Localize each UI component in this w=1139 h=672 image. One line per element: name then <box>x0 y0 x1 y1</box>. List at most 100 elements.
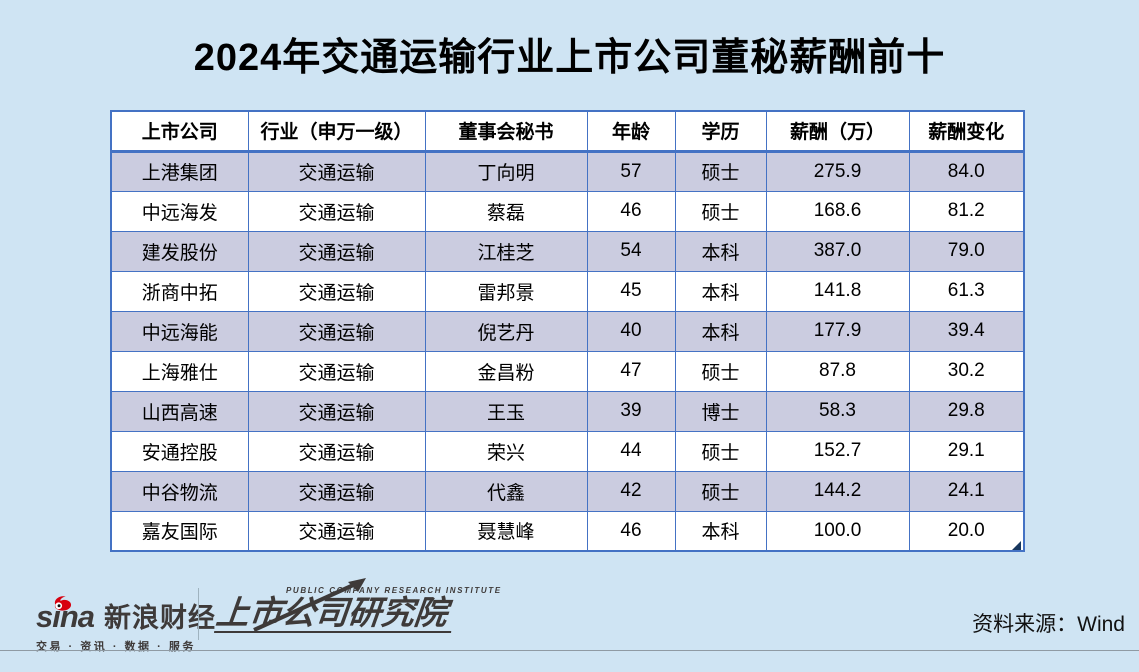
table-cell: 硕士 <box>674 190 767 232</box>
table-cell: 20.0 <box>908 510 1025 552</box>
sina-eye-icon <box>50 586 74 617</box>
table-cell: 46 <box>586 190 676 232</box>
table-cell: 141.8 <box>765 270 910 312</box>
table-row: 安通控股 交通运输 荣兴 44 硕士 152.7 29.1 <box>110 430 1025 472</box>
salary-table-container: 上市公司 行业（申万一级） 董事会秘书 年龄 学历 薪酬（万） 薪酬变化 上港集… <box>110 110 1025 552</box>
table-header-row: 上市公司 行业（申万一级） 董事会秘书 年龄 学历 薪酬（万） 薪酬变化 <box>110 110 1025 153</box>
table-row: 嘉友国际 交通运输 聂慧峰 46 本科 100.0 20.0 <box>110 510 1025 552</box>
table-cell: 42 <box>586 470 676 512</box>
table-cell: 山西高速 <box>110 390 249 432</box>
table-cell: 安通控股 <box>110 430 249 472</box>
footer-rule <box>0 650 1139 651</box>
salary-table: 上市公司 行业（申万一级） 董事会秘书 年龄 学历 薪酬（万） 薪酬变化 上港集… <box>110 110 1025 552</box>
table-cell: 81.2 <box>908 190 1025 232</box>
table-cell: 倪艺丹 <box>424 310 588 352</box>
table-cell: 47 <box>586 350 676 392</box>
table-cell: 46 <box>586 510 676 552</box>
table-cell: 100.0 <box>765 510 910 552</box>
header-industry: 行业（申万一级） <box>247 110 426 153</box>
table-cell: 39 <box>586 390 676 432</box>
table-cell: 浙商中拓 <box>110 270 249 312</box>
table-row: 上港集团 交通运输 丁向明 57 硕士 275.9 84.0 <box>110 150 1025 192</box>
header-salary: 薪酬（万） <box>765 110 910 153</box>
header-company: 上市公司 <box>110 110 249 153</box>
table-cell: 29.8 <box>908 390 1025 432</box>
table-cell: 本科 <box>674 310 767 352</box>
header-age: 年龄 <box>586 110 676 153</box>
table-cell: 王玉 <box>424 390 588 432</box>
table-cell: 上港集团 <box>110 150 249 192</box>
table-cell: 30.2 <box>908 350 1025 392</box>
table-row: 浙商中拓 交通运输 雷邦景 45 本科 141.8 61.3 <box>110 270 1025 312</box>
table-cell: 丁向明 <box>424 150 588 192</box>
header-education: 学历 <box>674 110 767 153</box>
institute-cn-label: 上市公司研究院 <box>213 594 456 634</box>
research-institute-logo: PUBLIC COMPANY RESEARCH INSTITUTE 上市公司研究… <box>213 578 502 634</box>
footer: sina 新浪财经 交易 · 资讯 · 数据 · 服务 PUBLIC COMPA… <box>0 578 1139 672</box>
table-cell: 387.0 <box>765 230 910 272</box>
table-cell: 152.7 <box>765 430 910 472</box>
table-cell: 交通运输 <box>247 350 426 392</box>
table-cell: 中谷物流 <box>110 470 249 512</box>
institute-en-label: PUBLIC COMPANY RESEARCH INSTITUTE <box>286 586 502 595</box>
sina-finance-logo: sina 新浪财经 交易 · 资讯 · 数据 · 服务 <box>36 592 216 654</box>
table-row: 上海雅仕 交通运输 金昌粉 47 硕士 87.8 30.2 <box>110 350 1025 392</box>
table-cell: 275.9 <box>765 150 910 192</box>
table-cell: 29.1 <box>908 430 1025 472</box>
page-title: 2024年交通运输行业上市公司董秘薪酬前十 <box>193 37 946 79</box>
table-row: 中谷物流 交通运输 代鑫 42 硕士 144.2 24.1 <box>110 470 1025 512</box>
sina-finance-cn-label: 新浪财经 <box>104 603 217 633</box>
footer-divider <box>198 588 199 640</box>
table-cell: 嘉友国际 <box>110 510 249 552</box>
selection-corner-marker <box>1012 541 1021 550</box>
table-cell: 168.6 <box>765 190 910 232</box>
table-cell: 58.3 <box>765 390 910 432</box>
table-cell: 本科 <box>674 230 767 272</box>
table-cell: 交通运输 <box>247 390 426 432</box>
table-row: 中远海能 交通运输 倪艺丹 40 本科 177.9 39.4 <box>110 310 1025 352</box>
table-cell: 本科 <box>674 270 767 312</box>
table-row: 中远海发 交通运输 蔡磊 46 硕士 168.6 81.2 <box>110 190 1025 232</box>
sina-wordmark: sina <box>36 592 95 632</box>
table-cell: 硕士 <box>674 430 767 472</box>
table-cell: 聂慧峰 <box>424 510 588 552</box>
table-cell: 硕士 <box>674 350 767 392</box>
table-cell: 交通运输 <box>247 430 426 472</box>
table-row: 建发股份 交通运输 江桂芝 54 本科 387.0 79.0 <box>110 230 1025 272</box>
table-cell: 40 <box>586 310 676 352</box>
table-cell: 本科 <box>674 510 767 552</box>
table-cell: 江桂芝 <box>424 230 588 272</box>
table-cell: 代鑫 <box>424 470 588 512</box>
table-cell: 交通运输 <box>247 270 426 312</box>
table-cell: 57 <box>586 150 676 192</box>
table-cell: 交通运输 <box>247 190 426 232</box>
table-cell: 61.3 <box>908 270 1025 312</box>
table-cell: 中远海能 <box>110 310 249 352</box>
table-cell: 蔡磊 <box>424 190 588 232</box>
table-cell: 144.2 <box>765 470 910 512</box>
table-cell: 建发股份 <box>110 230 249 272</box>
table-row: 山西高速 交通运输 王玉 39 博士 58.3 29.8 <box>110 390 1025 432</box>
up-arrow-icon <box>244 574 374 639</box>
data-source-label: 资料来源：Wind <box>972 613 1125 636</box>
table-cell: 54 <box>586 230 676 272</box>
table-cell: 雷邦景 <box>424 270 588 312</box>
table-cell: 中远海发 <box>110 190 249 232</box>
table-cell: 荣兴 <box>424 430 588 472</box>
table-cell: 博士 <box>674 390 767 432</box>
table-cell: 交通运输 <box>247 510 426 552</box>
sina-tagline: 交易 · 资讯 · 数据 · 服务 <box>36 641 196 653</box>
table-cell: 金昌粉 <box>424 350 588 392</box>
table-cell: 硕士 <box>674 470 767 512</box>
table-cell: 上海雅仕 <box>110 350 249 392</box>
table-body: 上港集团 交通运输 丁向明 57 硕士 275.9 84.0 中远海发 交通运输 蔡磊 46 硕士 16… <box>110 150 1025 552</box>
table-cell: 硕士 <box>674 150 767 192</box>
table-cell: 交通运输 <box>247 310 426 352</box>
header-secretary: 董事会秘书 <box>424 110 588 153</box>
table-cell: 87.8 <box>765 350 910 392</box>
table-cell: 84.0 <box>908 150 1025 192</box>
table-cell: 45 <box>586 270 676 312</box>
table-cell: 交通运输 <box>247 230 426 272</box>
table-cell: 44 <box>586 430 676 472</box>
